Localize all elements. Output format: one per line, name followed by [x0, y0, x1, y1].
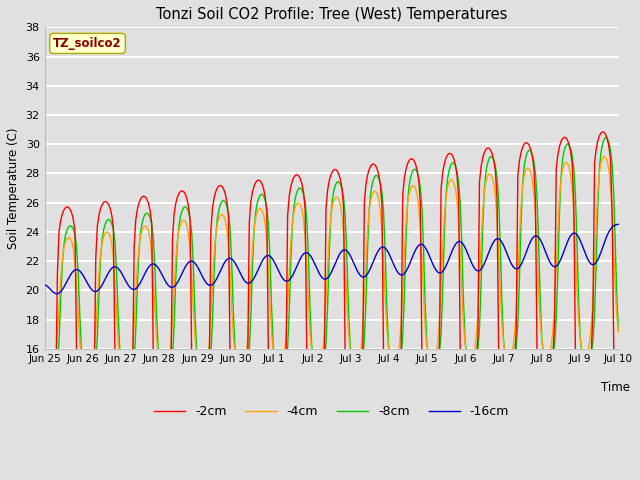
-4cm: [41, 377, 49, 383]
-8cm: [584, 363, 592, 369]
Line: -2cm: -2cm: [45, 132, 618, 414]
-8cm: [614, 328, 622, 334]
Legend: -2cm, -4cm, -8cm, -16cm: -2cm, -4cm, -8cm, -16cm: [149, 400, 514, 423]
-4cm: [232, 362, 240, 368]
Title: Tonzi Soil CO2 Profile: Tree (West) Temperatures: Tonzi Soil CO2 Profile: Tree (West) Temp…: [156, 7, 508, 22]
-16cm: [584, 257, 592, 263]
-2cm: [232, 397, 240, 403]
-2cm: [213, 185, 221, 191]
-8cm: [293, 188, 301, 194]
-2cm: [599, 129, 607, 135]
-4cm: [614, 329, 622, 335]
-2cm: [44, 411, 52, 417]
X-axis label: Time: Time: [601, 381, 630, 394]
Line: -8cm: -8cm: [45, 137, 618, 389]
-8cm: [602, 134, 610, 140]
-4cm: [293, 201, 301, 206]
-8cm: [232, 361, 240, 367]
-2cm: [584, 369, 592, 375]
-16cm: [232, 263, 240, 268]
-16cm: [614, 221, 622, 227]
-4cm: [45, 380, 53, 386]
-4cm: [600, 154, 608, 159]
-8cm: [113, 268, 120, 274]
-16cm: [213, 275, 221, 280]
-8cm: [242, 372, 250, 377]
-16cm: [113, 264, 120, 270]
-8cm: [213, 216, 221, 222]
-4cm: [213, 221, 221, 227]
-16cm: [242, 279, 250, 285]
-4cm: [584, 347, 592, 352]
-2cm: [242, 381, 250, 387]
-2cm: [113, 384, 120, 390]
-4cm: [242, 354, 250, 360]
-8cm: [47, 386, 55, 392]
-4cm: [113, 310, 120, 316]
-2cm: [293, 172, 301, 178]
-2cm: [614, 372, 622, 377]
-8cm: [41, 373, 49, 379]
-2cm: [41, 409, 49, 415]
Text: TZ_soilco2: TZ_soilco2: [53, 37, 122, 50]
-16cm: [41, 282, 49, 288]
Line: -16cm: -16cm: [45, 224, 618, 294]
Line: -4cm: -4cm: [45, 156, 618, 383]
-16cm: [293, 263, 301, 268]
-16cm: [54, 291, 61, 297]
Y-axis label: Soil Temperature (C): Soil Temperature (C): [7, 127, 20, 249]
